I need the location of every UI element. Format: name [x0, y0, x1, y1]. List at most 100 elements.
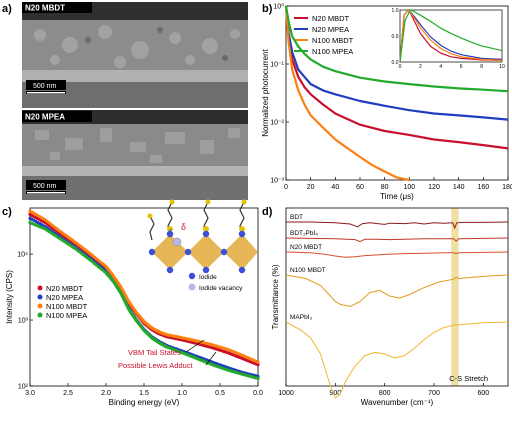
delta-plus: δ	[181, 222, 186, 232]
x-tick-label: 700	[428, 390, 440, 397]
x-tick-label: 600	[477, 390, 489, 397]
x-tick-label: 2.5	[63, 390, 73, 397]
legend-label-4: N100 MPEA	[312, 47, 353, 56]
y-tick-label: 10⁴	[17, 252, 28, 259]
y-tick-label: 10⁰	[273, 3, 284, 11]
panel-d-letter: d)	[262, 206, 273, 218]
annotation-vbm-tail: VBM Tail States	[128, 348, 181, 357]
iodide-atom	[166, 230, 174, 238]
scalebar-label-2: 500 nm	[33, 183, 57, 190]
inset-series-line-3	[399, 9, 503, 63]
series-line-2	[284, 5, 509, 121]
legend-marker-1	[37, 285, 43, 291]
x-tick-label: 1.5	[139, 390, 149, 397]
data-point-3	[256, 360, 260, 364]
x-tick-label: 800	[379, 390, 391, 397]
inset-x-tick-label: 8	[480, 64, 483, 70]
legend-marker-2	[37, 294, 43, 300]
ftir-label-5: MAPbI₃	[290, 314, 313, 321]
x-tick-label: 160	[477, 184, 489, 191]
inset-x-tick-label: 0	[399, 64, 402, 70]
legend-marker-3	[37, 303, 43, 309]
annotation-lewis-adduct: Possible Lewis Adduct	[118, 361, 194, 370]
inset-y-tick-label: 0.5	[392, 34, 399, 40]
x-tick-label: 0.5	[215, 390, 225, 397]
ftir-line-2	[285, 237, 509, 243]
x-tick-label: 60	[356, 184, 364, 191]
ftir-line-1	[286, 221, 509, 230]
crystal-schematic: δ δ Iodide Iodide vacancy	[147, 199, 258, 292]
x-tick-label: 40	[331, 184, 339, 191]
inset-x-tick-label: 4	[439, 64, 442, 70]
x-tick-label: 140	[453, 184, 465, 191]
x-tick-label: 1000	[278, 390, 294, 397]
ftir-label-3: N20 MBDT	[290, 244, 322, 251]
legend-marker-4	[37, 312, 43, 318]
sem-label-2: N20 MPEA	[25, 113, 65, 122]
cs-stretch-band	[451, 208, 459, 386]
cs-stretch-label: C-S Stretch	[449, 374, 488, 383]
plot-b: 0 20 40 60 80 100 120 140 160 18010⁻³10⁻²10⁻¹10⁰T…	[261, 3, 512, 202]
inset-series-line-4	[399, 9, 503, 63]
y-tick-label: 10²	[18, 384, 29, 391]
y-tick-label: 10⁻³	[270, 178, 284, 185]
inset-x-tick-label: 10	[499, 64, 505, 70]
x-tick-label: 100	[403, 184, 415, 191]
sem-image-2: N20 MPEA 500 nm	[22, 110, 248, 200]
panel-c-letter: c)	[2, 206, 12, 218]
sem-label-1: N20 MBDT	[25, 4, 65, 13]
legend-label-1: N20 MBDT	[312, 14, 350, 23]
y-tick-label: 10⁻²	[270, 120, 284, 127]
vacancy-atom	[172, 237, 182, 247]
x-tick-label: 80	[381, 184, 389, 191]
x-tick-label: 0.0	[253, 390, 263, 397]
y-axis-title: Transmittance (%)	[271, 264, 280, 329]
x-axis-title: Wavenumber (cm⁻¹)	[361, 398, 434, 407]
x-tick-label: 2.0	[101, 390, 111, 397]
legend-iodide-marker	[188, 272, 196, 280]
legend-label-3: N100 MBDT	[312, 36, 354, 45]
legend-label-4: N100 MPEA	[46, 311, 87, 320]
ftir-line-5	[285, 321, 509, 399]
x-axis-title: Binding energy (eV)	[109, 398, 180, 407]
xps-annotations: VBM Tail States Possible Lewis Adduct	[118, 339, 217, 370]
y-tick-label: 10⁻¹	[270, 62, 284, 69]
x-tick-label: 0	[284, 184, 288, 191]
inset-x-tick-label: 2	[419, 64, 422, 70]
inset-y-tick-label: 0.0	[392, 60, 399, 66]
legend-vacancy-label: Iodide vacancy	[199, 285, 243, 292]
plot-d: C-S Stretch 1000 900 800 700 600 Wavenumber (c…	[271, 207, 509, 407]
x-tick-label: 3.0	[25, 390, 35, 397]
x-tick-label: 900	[329, 390, 341, 397]
plot-frame	[285, 5, 509, 181]
ftir-label-2: BDT₂PbI₄	[290, 230, 318, 237]
sem-image-1: N20 MBDT 500 nm	[22, 2, 248, 108]
panel-b-letter: b)	[262, 3, 273, 15]
ftir-label-1: BDT	[290, 214, 303, 221]
plot-c: 3.0 2.5 2.0 1.5 1.0 0.5 0.0 10² 10³ 10⁴ Binding en…	[5, 207, 263, 407]
legend-vacancy-marker	[188, 283, 196, 291]
panel-a: a) N20 MBDT 500 nm	[2, 2, 248, 200]
scalebar-label-1: 500 nm	[33, 83, 57, 90]
x-axis-title: Time (μs)	[380, 192, 414, 201]
inset-plot: 0 2 4 6 8 10 0.0 0.5 1.0	[392, 8, 505, 70]
x-tick-label: 20	[307, 184, 315, 191]
series-line-3	[284, 5, 410, 182]
series-line-1	[284, 5, 509, 150]
plot-frame	[285, 207, 509, 387]
legend-label-3: N100 MBDT	[46, 302, 88, 311]
inset-y-tick-label: 1.0	[392, 8, 399, 14]
ftir-line-3	[285, 251, 509, 258]
data-point-4	[256, 376, 260, 381]
ftir-label-4: N100 MBDT	[290, 267, 326, 274]
data-point-1	[256, 363, 260, 367]
inset-x-tick-label: 6	[460, 64, 463, 70]
y-axis-title: Intensity (CPS)	[5, 270, 14, 324]
y-tick-label: 10³	[18, 318, 29, 325]
x-tick-label: 1.0	[177, 390, 187, 397]
x-tick-label: 120	[428, 184, 440, 191]
legend-label-2: N20 MPEA	[312, 25, 349, 34]
legend-iodide-label: Iodide	[199, 274, 217, 281]
legend-label-1: N20 MBDT	[46, 284, 84, 293]
